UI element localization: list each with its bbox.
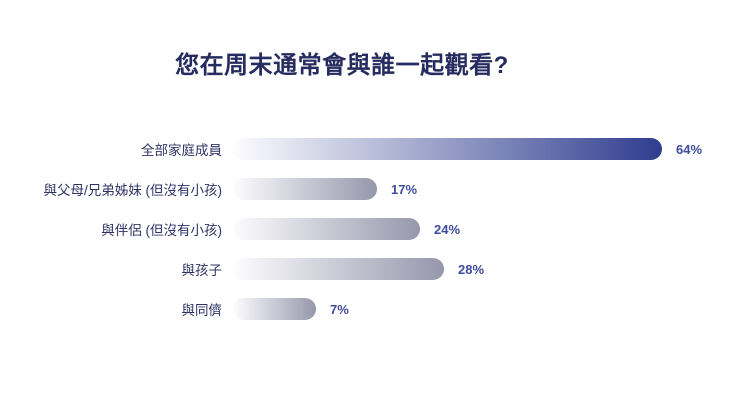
value-label: 28% — [458, 261, 485, 277]
category-label: 全部家庭成員 — [141, 143, 222, 158]
bar-chart: 全部家庭成員 64% 與父母/兄弟姊妹 (但沒有小孩) 17% 與伴侶 (但沒有小孩) 2… — [0, 129, 744, 329]
value-label: 17% — [391, 181, 418, 197]
bar-segment — [233, 218, 420, 240]
category-label: 與伴侶 (但沒有小孩) — [101, 223, 222, 238]
bar-row: 與孩子 28% — [0, 249, 744, 289]
category-label: 與孩子 — [181, 263, 223, 278]
bar-row: 與伴侶 (但沒有小孩) 24% — [0, 209, 744, 249]
category-label: 與同儕 — [181, 303, 223, 318]
value-label: 7% — [330, 301, 349, 317]
bar-segment — [233, 258, 444, 280]
bar-row: 全部家庭成員 64% — [0, 129, 744, 169]
bar-row: 與父母/兄弟姊妹 (但沒有小孩) 17% — [0, 169, 744, 209]
bar-segment — [233, 138, 662, 160]
chart-title: 您在周末通常會與誰一起觀看? — [175, 52, 509, 79]
value-label: 24% — [434, 221, 461, 237]
value-label: 64% — [676, 141, 703, 157]
bar-segment — [233, 178, 377, 200]
category-label: 與父母/兄弟姊妹 (但沒有小孩) — [43, 183, 223, 198]
bar-segment — [233, 298, 316, 320]
bar-row: 與同儕 7% — [0, 289, 744, 329]
